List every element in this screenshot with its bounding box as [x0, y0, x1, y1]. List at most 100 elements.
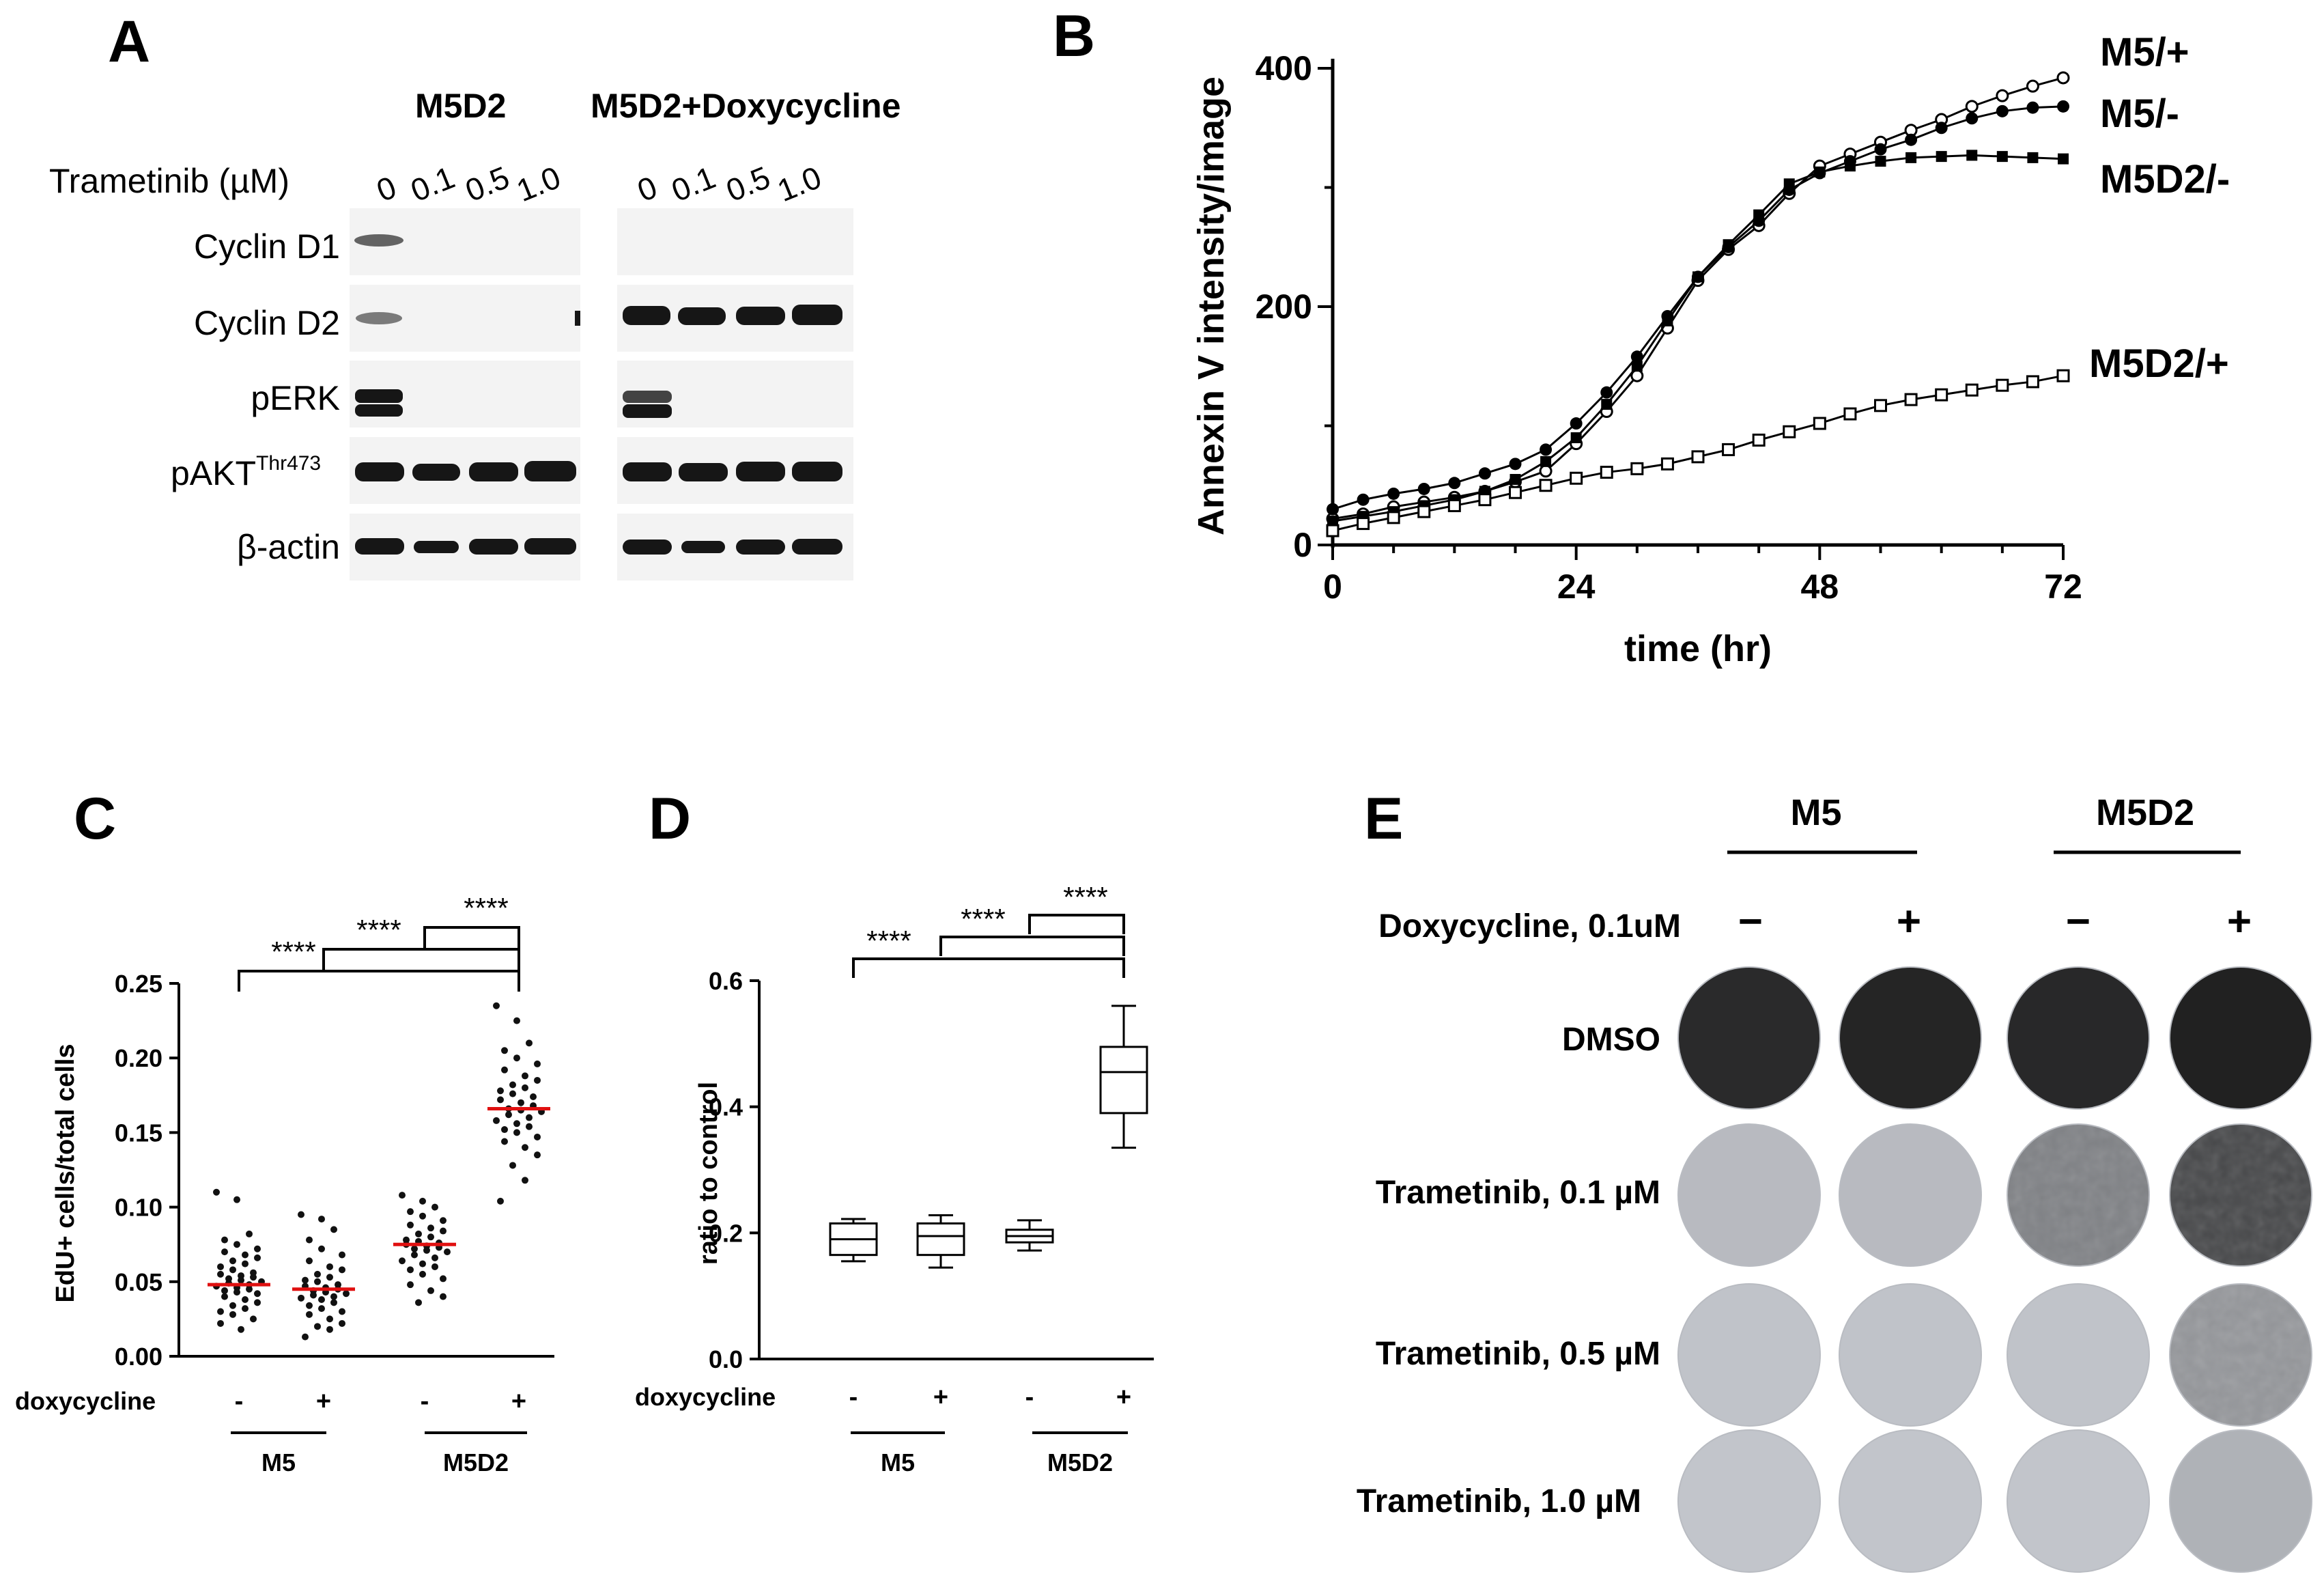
dose-label: 1.0 [511, 159, 565, 208]
data-point [242, 1260, 249, 1267]
colony-plate [1839, 1283, 1982, 1427]
data-point [1996, 104, 2009, 117]
significance-bracket [238, 970, 520, 992]
data-point [1905, 152, 1917, 163]
data-point [505, 1111, 512, 1119]
treatment-label: + [511, 1387, 526, 1416]
data-point [326, 1326, 333, 1333]
data-point [233, 1289, 240, 1296]
y-tick-label: 0.10 [115, 1194, 162, 1222]
data-point [2057, 100, 2069, 113]
data-point [530, 1093, 537, 1100]
data-point [427, 1224, 434, 1232]
significance-bracket [322, 948, 520, 970]
data-point [306, 1311, 313, 1318]
blot-row-label: pERK [251, 379, 340, 417]
data-point [1326, 524, 1340, 537]
data-point [427, 1287, 434, 1294]
dose-label: 0.1 [406, 159, 459, 208]
data-point [233, 1196, 240, 1203]
data-point [221, 1287, 228, 1294]
dose-axis-label: Trametinib (µM) [49, 162, 289, 200]
data-point [221, 1236, 228, 1244]
data-point [497, 1197, 504, 1205]
data-point [254, 1245, 261, 1252]
data-point [1966, 150, 1978, 161]
data-point [1813, 417, 1826, 430]
data-point [407, 1208, 414, 1216]
data-point [419, 1212, 426, 1220]
data-point [1814, 166, 1826, 178]
data-point [501, 1066, 508, 1074]
data-point [326, 1263, 333, 1270]
x-tick-label: 72 [2044, 568, 2082, 606]
colony-texture [2170, 1124, 2312, 1266]
data-point [318, 1296, 325, 1304]
data-point [1723, 239, 1734, 251]
data-point [1783, 178, 1795, 190]
data-point [1904, 393, 1918, 406]
western-group-m5d2-dox: M5D2+Doxycycline [591, 87, 901, 125]
colony-plate [1677, 1429, 1821, 1573]
data-point [1448, 477, 1461, 490]
data-point [1996, 151, 2008, 163]
data-point [1417, 482, 1430, 495]
edu-scatter-chart: 0.00 0.05 0.10 0.15 0.20 0.25 EdU+ cells/total… [15, 892, 554, 1476]
significance-label: **** [356, 914, 401, 946]
data-point [1509, 458, 1522, 471]
data-point [1570, 432, 1582, 443]
data-point [343, 1290, 350, 1298]
data-point [1417, 505, 1431, 518]
x-tick-label: 48 [1801, 568, 1839, 606]
data-point [522, 1084, 528, 1091]
data-point [526, 1123, 533, 1130]
panel-c: C 0.00 0.05 0.10 0.15 0.20 0.25 EdU+ cells/tot… [15, 786, 554, 1476]
significance-label: **** [961, 903, 1005, 935]
significance-bracket [1028, 914, 1125, 934]
colony-plate [1839, 1123, 1982, 1267]
data-point [298, 1294, 304, 1302]
data-point [509, 1162, 516, 1169]
data-point [1783, 425, 1796, 438]
dox-row-label: Doxycycline, 0.1uM [1378, 908, 1681, 944]
data-point [1874, 399, 1887, 412]
significance-bracket [852, 957, 1125, 978]
data-point [407, 1221, 414, 1229]
y-tick-label: 400 [1256, 49, 1312, 87]
group-label: M5D2 [1047, 1448, 1113, 1476]
data-point [2027, 152, 2039, 163]
ratio-box-chart: 0.0 0.2 0.4 0.6 ratio to control - + - + doxycycl… [635, 881, 1154, 1476]
blot-images [350, 208, 853, 580]
data-point [522, 1144, 528, 1151]
data-point [440, 1293, 447, 1300]
annexin-line-chart: 0 24 48 72 0 200 400 time (hr) Annexin V intensi… [1191, 30, 2230, 669]
data-point [1996, 89, 2009, 102]
dose-label: 1.0 [772, 159, 826, 208]
data-point [310, 1291, 317, 1299]
data-point [1630, 462, 1644, 475]
group-label: M5 [261, 1448, 296, 1476]
data-point [509, 1090, 516, 1097]
data-point [1631, 361, 1643, 372]
data-point [1387, 487, 1400, 500]
y-tick-label: 0.20 [115, 1044, 162, 1072]
data-point [233, 1241, 240, 1248]
data-point [1601, 399, 1613, 410]
panel-e: E M5 M5D2 Doxycycline, 0.1uM − + − + DMS… [1357, 786, 2312, 1573]
data-point [221, 1248, 228, 1256]
data-point [501, 1126, 508, 1134]
data-point [419, 1260, 426, 1267]
data-point [497, 1087, 504, 1095]
dox-state: + [2227, 898, 2252, 945]
data-point [1478, 493, 1492, 507]
data-point [2056, 71, 2070, 85]
data-point [440, 1275, 447, 1283]
data-point [1722, 443, 1735, 456]
data-point [493, 1117, 500, 1124]
colony-row-label: Trametinib, 0.1 µM [1376, 1175, 1660, 1211]
group-label: M5D2 [443, 1448, 509, 1476]
data-point [339, 1251, 345, 1259]
data-point [318, 1216, 325, 1223]
data-point [229, 1257, 236, 1265]
data-point [217, 1263, 224, 1270]
